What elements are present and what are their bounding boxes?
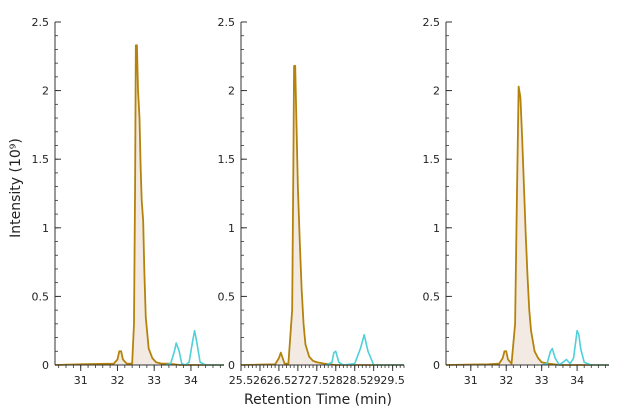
panel-3-y-tick-label: 0	[433, 359, 440, 372]
panel-2-x-tick-label: 25.5	[229, 374, 254, 387]
panel-1-primary-series-line	[54, 44, 224, 366]
x-axis-label: Retention Time (min)	[244, 392, 392, 408]
panel-2-x-tick-label: 29.5	[380, 374, 405, 387]
panel-1-y-tick-label: 0	[42, 359, 49, 372]
panel-1-axes: 0 0.5 1 1.5 2 2.5 31 32 33 34	[32, 16, 224, 387]
panel-2-y-tick-label: 2.5	[218, 16, 236, 29]
panel-3-y-tick-label: 1	[433, 222, 440, 235]
panel-1-x-tick-label: 31	[74, 374, 88, 387]
panel-2-x-tick-label: 26.5	[267, 374, 292, 387]
panel-2-x-tick-label: 27.5	[305, 374, 330, 387]
panel-2-y-tick-label: 0	[228, 359, 235, 372]
panel-3-axes: 0 0.5 1 1.5 2 2.5 31 32 33 34	[423, 16, 609, 387]
panel-2-primary-area	[241, 65, 404, 366]
panel-3-x-tick-label: 34	[570, 374, 584, 387]
panel-3-y-tick-label: 0.5	[423, 290, 441, 303]
panel-1-secondary-series-line	[165, 329, 224, 366]
panel-1-series	[54, 44, 224, 366]
panel-1-y-tick-label: 2	[42, 85, 49, 98]
panel-3-y-tick-label: 2	[433, 85, 440, 98]
panel-1-x-tick-label: 33	[147, 374, 161, 387]
panel-2-x-tick-label: 28.5	[342, 374, 367, 387]
panel-3-y-tick-label: 1.5	[423, 153, 441, 166]
panel-3-x-tick-label: 32	[499, 374, 513, 387]
panel-2-axes: 0 0.5 1 1.5 2 2.5 25.5 26 26.5 27 27.5 28 28.5 29 29.5	[218, 16, 405, 387]
panel-3-secondary-series-line	[541, 329, 609, 366]
panel-2-y-tick-label: 1	[228, 222, 235, 235]
panel-3-y-tick-label: 2.5	[423, 16, 441, 29]
panel-2-y-tick-label: 2	[228, 85, 235, 98]
chart-panel-2: 0 0.5 1 1.5 2 2.5 25.5 26 26.5 27 27.5 28 28.5 29 29.5	[218, 16, 405, 387]
panel-1-x-tick-label: 32	[110, 374, 124, 387]
panel-2-x-tick-label: 29	[367, 374, 381, 387]
panel-1-y-tick-label: 0.5	[32, 290, 50, 303]
panel-3-x-tick-label: 31	[464, 374, 478, 387]
panel-2-secondary-series-line	[325, 334, 404, 366]
chart-panel-1: 0 0.5 1 1.5 2 2.5 31 32 33 34	[32, 16, 224, 387]
panel-1-primary-area	[55, 45, 224, 365]
chart-panel-3: 0 0.5 1 1.5 2 2.5 31 32 33 34	[423, 16, 609, 387]
panel-3-primary-area	[446, 86, 609, 365]
panel-1-y-tick-label: 1.5	[32, 153, 50, 166]
y-axis-label: Intensity (10⁹)	[8, 138, 24, 238]
panel-2-y-tick-label: 0.5	[218, 290, 236, 303]
panel-1-y-tick-label: 1	[42, 222, 49, 235]
panel-2-x-tick-label: 26	[253, 374, 267, 387]
panel-1-x-tick-label: 34	[184, 374, 198, 387]
panel-3-series	[445, 85, 609, 366]
panel-2-series	[240, 65, 404, 366]
panel-2-y-tick-label: 1.5	[218, 153, 236, 166]
panel-3-x-tick-label: 33	[535, 374, 549, 387]
panel-3-primary-series-line	[445, 85, 609, 366]
panel-2-primary-series-line	[240, 65, 404, 366]
panel-2-x-tick-label: 27	[291, 374, 305, 387]
panel-2-x-tick-label: 28	[329, 374, 343, 387]
panel-1-y-tick-label: 2.5	[32, 16, 50, 29]
